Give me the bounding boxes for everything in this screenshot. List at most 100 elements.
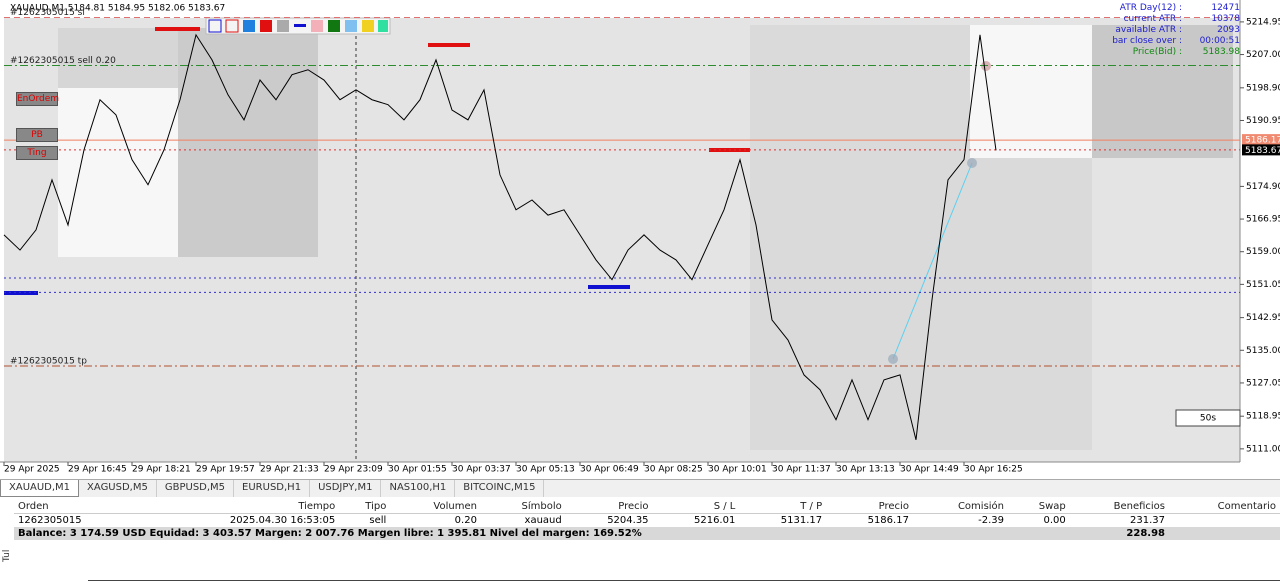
button[interactable]: EnOrdem <box>16 92 60 106</box>
cell: 5186.17 <box>867 515 909 526</box>
entry-dot <box>888 354 898 364</box>
swatch[interactable] <box>243 20 255 32</box>
level-label: #1262305015 sl <box>10 8 85 18</box>
y-tick-label: 5127.05 <box>1246 378 1280 388</box>
y-tick-label: 5159.00 <box>1246 247 1280 257</box>
info-label: Price(Bid) : <box>1132 47 1182 57</box>
tab[interactable]: XAGUSD,M5 <box>79 480 157 497</box>
cell: sell <box>369 515 387 526</box>
x-tick-label: 30 Apr 16:25 <box>964 465 1023 475</box>
x-tick-label: 29 Apr 18:21 <box>132 465 191 475</box>
info-value: 5183.98 <box>1202 47 1240 57</box>
swatch[interactable] <box>208 19 222 33</box>
tab[interactable]: EURUSD,H1 <box>234 480 311 497</box>
column-header: Precio <box>565 500 653 514</box>
y-tick-label: 5198.90 <box>1246 83 1280 93</box>
y-tick-label: 5214.95 <box>1246 17 1280 27</box>
x-tick-label: 30 Apr 10:01 <box>708 465 767 475</box>
swatch[interactable] <box>345 20 357 32</box>
cell: 2025.04.30 16:53:05 <box>229 515 336 526</box>
price-tag <box>1242 134 1280 146</box>
side-label: Tul <box>2 550 12 562</box>
x-tick-label: 29 Apr 16:45 <box>68 465 127 475</box>
tab[interactable]: BITCOINC,M15 <box>455 480 545 497</box>
table-body: 1262305015 2025.04.30 16:53:05 sell 0.20 xau… <box>14 514 1280 540</box>
zone <box>58 28 178 88</box>
column-header: T / P <box>739 500 827 514</box>
tab[interactable]: NAS100,H1 <box>381 480 456 497</box>
column-header: Beneficios <box>1069 500 1169 514</box>
swatch[interactable] <box>294 24 306 27</box>
cell <box>1169 514 1280 528</box>
cell: 0.00 <box>1043 515 1066 526</box>
orders-table: Orden Tiempo Tipo Volumen Símbolo Precio S / L… <box>14 500 1280 540</box>
swatch[interactable] <box>311 20 323 32</box>
info-row: current ATR : 10378 <box>1112 14 1240 25</box>
cell: 5204.35 <box>607 515 649 526</box>
info-label: ATR Day(12) : <box>1119 3 1182 13</box>
tab[interactable]: GBPUSD,M5 <box>157 480 235 497</box>
y-tick-label: 5142.95 <box>1246 313 1280 323</box>
x-tick-label: 29 Apr 21:33 <box>260 465 319 475</box>
summary: Balance: 3 174.59 USD Equidad: 3 403.57 … <box>14 527 1070 540</box>
swatch[interactable] <box>260 20 272 32</box>
cell: 231.37 <box>1130 515 1165 526</box>
button[interactable]: Ting <box>16 146 58 160</box>
cell: 5131.17 <box>780 515 823 526</box>
x-tick-label: 30 Apr 01:55 <box>388 465 447 475</box>
swatch[interactable] <box>378 20 388 32</box>
column-header: Comisión <box>912 500 1009 514</box>
timer-box <box>1175 409 1241 427</box>
info-label: current ATR : <box>1123 14 1182 24</box>
symbol-tabs: XAUAUD,M1 XAGUSD,M5 GBPUSD,M5 EURUSD,H1 USDJ… <box>0 479 1280 497</box>
info-panel: ATR Day(12) :12471 current ATR :10378 avai… <box>1112 3 1240 58</box>
y-tick-label: 5174.90 <box>1246 182 1280 192</box>
exit-dot <box>967 158 977 168</box>
y-tick-label: 5111.00 <box>1246 444 1280 454</box>
swatch[interactable] <box>225 19 239 33</box>
side-label-text: Tul <box>2 549 12 562</box>
status-line <box>88 580 1280 581</box>
y-tick-label: 5118.95 <box>1246 412 1280 422</box>
price-line <box>3 33 997 440</box>
tab[interactable]: USDJPY,M1 <box>310 480 382 497</box>
x-tick-label: 30 Apr 14:49 <box>900 465 959 475</box>
zone <box>1092 25 1233 158</box>
button[interactable]: PB <box>16 128 58 142</box>
x-tick-label: 29 Apr 19:57 <box>196 465 255 475</box>
swatch[interactable] <box>277 20 289 32</box>
level-label: #1262305015 sell 0.20 <box>10 56 116 66</box>
swatch[interactable] <box>328 20 340 32</box>
cell: 5216.01 <box>693 515 736 526</box>
column-header: Orden <box>14 500 140 514</box>
y-tick-label: 5190.95 <box>1246 116 1280 126</box>
x-tick-label: 30 Apr 05:13 <box>516 465 575 475</box>
info-value: 10378 <box>1211 14 1240 24</box>
zone <box>970 25 1092 158</box>
summary-total: 228.98 <box>1069 527 1169 540</box>
info-value: 00:00:51 <box>1199 36 1240 46</box>
open-dot <box>981 61 991 71</box>
tab[interactable]: XAUAUD,M1 <box>0 480 80 497</box>
info-value: 2093 <box>1217 25 1240 35</box>
x-tick-label: 30 Apr 13:13 <box>836 465 895 475</box>
info-label: available ATR : <box>1115 25 1182 35</box>
y-tick-label: 5151.05 <box>1246 280 1280 290</box>
column-header: Swap <box>1008 500 1070 514</box>
swatch[interactable] <box>362 20 374 32</box>
summary-pad <box>1169 527 1280 540</box>
price-tag <box>1242 144 1280 156</box>
info-row: Price(Bid) : 5183.98 <box>1112 47 1240 58</box>
column-header: Comentario <box>1169 500 1280 514</box>
y-tick-label: 5166.95 <box>1246 215 1280 225</box>
zone <box>58 88 178 257</box>
trade-line <box>892 162 973 360</box>
timer: 50s <box>1200 414 1216 424</box>
chart: 50s XAUAUD,M1 5184.81 5184.95 5182.06 51… <box>0 0 1280 475</box>
table-header: Orden Tiempo Tipo Volumen Símbolo Precio S / L… <box>14 500 1280 514</box>
toolbar <box>205 17 391 35</box>
column-header: Tipo <box>339 500 391 514</box>
price-tag-label: 5183.67 <box>1245 146 1280 156</box>
info-row: available ATR : 2093 <box>1112 25 1240 36</box>
